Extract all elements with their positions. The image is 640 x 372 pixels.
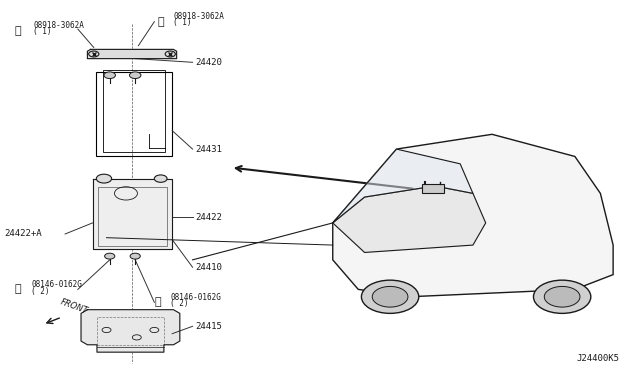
Text: 24415: 24415 <box>196 322 223 331</box>
Bar <box>422 184 444 193</box>
Text: ( 1): ( 1) <box>173 18 192 27</box>
Bar <box>98 187 167 246</box>
Text: Ⓑ: Ⓑ <box>14 284 20 294</box>
Polygon shape <box>333 149 473 223</box>
Circle shape <box>372 286 408 307</box>
Text: 08918-3062A: 08918-3062A <box>173 12 224 21</box>
Bar <box>103 70 164 152</box>
Text: 24422: 24422 <box>196 213 223 222</box>
Circle shape <box>129 72 141 78</box>
Text: 24422+A: 24422+A <box>4 230 42 238</box>
Circle shape <box>544 286 580 307</box>
Text: J24400K5: J24400K5 <box>577 354 620 363</box>
Text: Ⓑ: Ⓑ <box>154 297 161 307</box>
Circle shape <box>104 72 115 78</box>
Text: 08146-0162G: 08146-0162G <box>170 293 221 302</box>
Polygon shape <box>81 310 180 352</box>
Text: ( 2): ( 2) <box>31 287 50 296</box>
Circle shape <box>97 174 111 183</box>
Text: 24410: 24410 <box>196 263 223 272</box>
Text: 08146-0162G: 08146-0162G <box>31 280 82 289</box>
Text: 24431: 24431 <box>196 145 223 154</box>
Circle shape <box>154 175 167 182</box>
Circle shape <box>362 280 419 313</box>
Text: Ⓝ: Ⓝ <box>14 26 20 36</box>
Polygon shape <box>333 186 486 253</box>
Circle shape <box>104 253 115 259</box>
Text: ( 2): ( 2) <box>170 299 189 308</box>
Polygon shape <box>333 134 613 297</box>
Text: 24420: 24420 <box>196 58 223 67</box>
Text: 08918-3062A: 08918-3062A <box>33 21 84 30</box>
Text: Ⓝ: Ⓝ <box>157 17 164 27</box>
Bar <box>96 71 172 157</box>
Polygon shape <box>93 179 172 249</box>
Circle shape <box>130 253 140 259</box>
Circle shape <box>534 280 591 313</box>
Polygon shape <box>88 49 177 59</box>
Text: ( 1): ( 1) <box>33 27 52 36</box>
Bar <box>97 317 164 345</box>
Text: FRONT: FRONT <box>59 298 89 316</box>
